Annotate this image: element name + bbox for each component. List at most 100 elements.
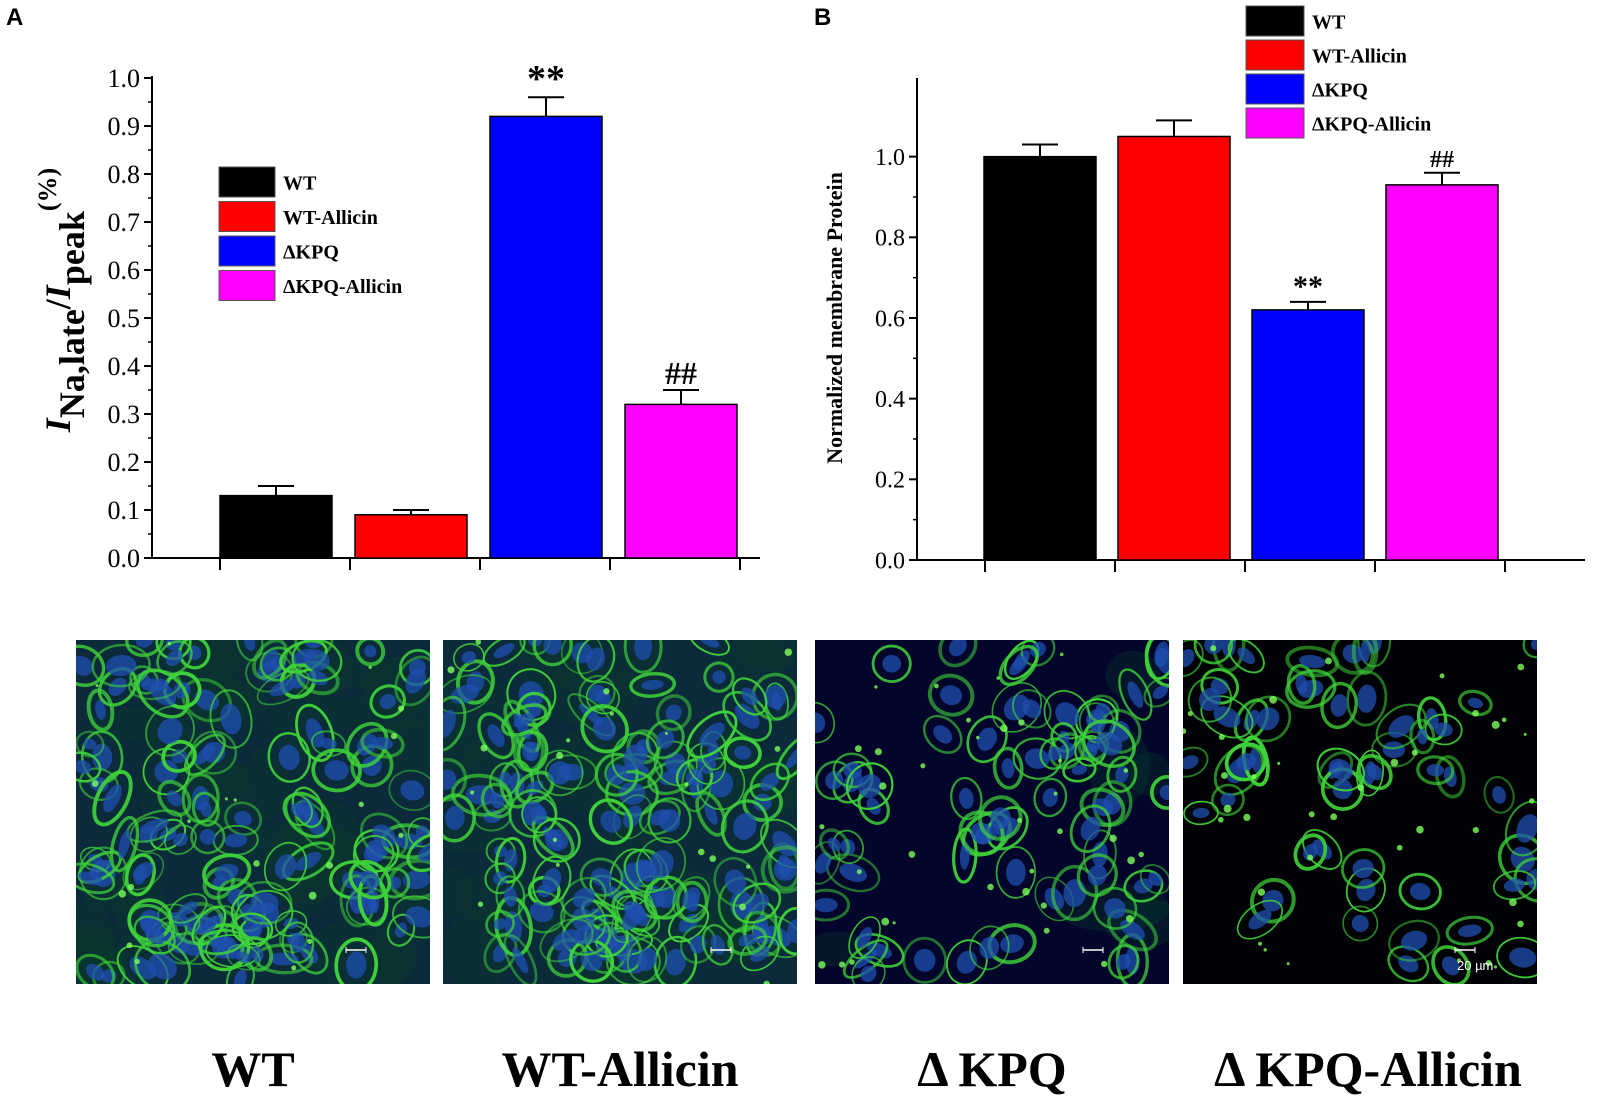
cell-membrane bbox=[579, 857, 624, 897]
green-spot bbox=[1138, 851, 1144, 858]
cell-membrane bbox=[334, 937, 379, 984]
cell-membrane bbox=[672, 876, 711, 920]
cell-nucleus bbox=[1030, 641, 1046, 658]
cell-membrane bbox=[164, 824, 197, 855]
cell-nucleus bbox=[118, 829, 131, 859]
cell-nucleus bbox=[512, 947, 529, 974]
cell-membrane bbox=[480, 782, 514, 819]
cell-membrane bbox=[815, 888, 851, 922]
cell-membrane bbox=[191, 791, 220, 827]
cell-nucleus bbox=[548, 761, 572, 785]
green-spot bbox=[1029, 868, 1035, 874]
cell-membrane bbox=[76, 862, 116, 895]
cell-nucleus bbox=[490, 792, 505, 809]
cell-membrane bbox=[124, 853, 156, 897]
micrograph-dkpq-allicin-image: 20 µm bbox=[1183, 640, 1537, 984]
green-spot bbox=[1472, 709, 1479, 717]
cell-nucleus bbox=[209, 936, 233, 948]
cell-nucleus bbox=[1006, 858, 1026, 886]
cell-membrane bbox=[76, 751, 102, 783]
cell-nucleus bbox=[405, 668, 426, 694]
cell-nucleus bbox=[1220, 792, 1236, 807]
cell-membrane bbox=[443, 674, 493, 715]
cell-nucleus bbox=[141, 678, 169, 692]
green-haze bbox=[716, 640, 790, 683]
green-spot bbox=[664, 731, 668, 735]
cell-nucleus bbox=[913, 948, 936, 972]
cell-membrane bbox=[501, 703, 548, 737]
cell-membrane bbox=[508, 789, 558, 838]
cell-membrane bbox=[576, 640, 616, 683]
cell-membrane bbox=[635, 837, 687, 892]
cell-nucleus bbox=[1382, 741, 1406, 759]
cell-nucleus bbox=[418, 843, 430, 862]
cell-nucleus bbox=[648, 850, 674, 878]
cell-nucleus bbox=[733, 812, 757, 840]
cell-nucleus bbox=[1000, 934, 1024, 954]
cell-membrane bbox=[815, 760, 854, 800]
cell-membrane bbox=[1150, 774, 1169, 810]
cell-membrane bbox=[561, 640, 603, 675]
green-spot bbox=[308, 891, 317, 900]
cell-nucleus bbox=[1503, 878, 1526, 892]
cell-nucleus bbox=[157, 718, 183, 744]
cell-nucleus bbox=[699, 722, 725, 747]
cell-nucleus bbox=[1299, 654, 1326, 669]
cell-nucleus bbox=[83, 738, 97, 750]
cell-nucleus bbox=[133, 862, 154, 881]
cell-membrane bbox=[407, 817, 430, 848]
micrograph-wt-allicin bbox=[443, 640, 797, 984]
cell-membrane bbox=[969, 925, 1010, 971]
cell-nucleus bbox=[1295, 674, 1308, 694]
y-tick-label: 0.4 bbox=[875, 387, 905, 413]
cell-nucleus bbox=[295, 851, 322, 871]
green-spot bbox=[1018, 719, 1025, 726]
cell-nucleus bbox=[154, 759, 179, 784]
cell-membrane bbox=[1483, 776, 1515, 814]
cell-nucleus bbox=[250, 892, 279, 914]
green-spot bbox=[1040, 902, 1047, 909]
cell-nucleus bbox=[178, 901, 198, 916]
cell-nucleus bbox=[234, 969, 247, 984]
green-spot bbox=[819, 824, 825, 830]
cell-nucleus bbox=[1080, 816, 1101, 841]
cell-nucleus bbox=[1104, 898, 1126, 919]
y-tick-label: 0.9 bbox=[108, 112, 141, 141]
cell-membrane bbox=[613, 794, 653, 840]
green-spot bbox=[784, 648, 793, 656]
cell-nucleus bbox=[76, 760, 92, 774]
cell-nucleus bbox=[623, 744, 648, 770]
cell-membrane bbox=[92, 769, 133, 827]
y-tick-label: 0.6 bbox=[875, 306, 905, 332]
green-spot bbox=[1210, 645, 1217, 652]
cell-membrane bbox=[197, 929, 246, 956]
cell-nucleus bbox=[503, 886, 517, 907]
cell-nucleus bbox=[243, 640, 256, 651]
cell-membrane bbox=[1183, 640, 1204, 678]
cell-membrane bbox=[231, 912, 274, 946]
y-label-i2: I bbox=[38, 283, 78, 300]
cell-membrane bbox=[1086, 694, 1120, 725]
cell-nucleus bbox=[530, 805, 548, 824]
cell-nucleus bbox=[708, 770, 734, 798]
y-tick-label: 0.7 bbox=[108, 208, 141, 237]
green-spot bbox=[1517, 663, 1525, 671]
cell-membrane bbox=[263, 841, 308, 892]
green-spot bbox=[1059, 652, 1064, 657]
cell-nucleus bbox=[1426, 764, 1445, 777]
y-tick-label: 0.8 bbox=[108, 160, 141, 189]
cell-nucleus bbox=[529, 901, 554, 923]
cell-nucleus bbox=[290, 802, 305, 818]
green-haze bbox=[1128, 752, 1169, 797]
green-spot bbox=[1493, 965, 1497, 969]
cell-membrane bbox=[1293, 833, 1328, 871]
cell-nucleus bbox=[346, 951, 367, 979]
green-spot bbox=[167, 641, 172, 646]
cell-membrane bbox=[1012, 737, 1062, 780]
micrograph-wt-image bbox=[76, 640, 430, 984]
cell-nucleus bbox=[103, 784, 122, 813]
cell-membrane bbox=[1081, 719, 1136, 768]
cell-nucleus bbox=[166, 649, 183, 666]
cell-membrane bbox=[348, 859, 392, 900]
cell-nucleus bbox=[1213, 706, 1241, 728]
